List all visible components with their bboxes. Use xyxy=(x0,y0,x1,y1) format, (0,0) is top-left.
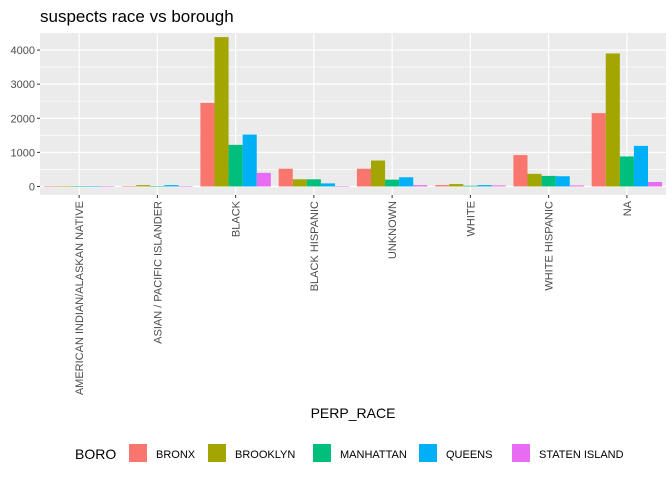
bar xyxy=(335,186,350,187)
bar xyxy=(214,37,229,187)
bar xyxy=(555,176,570,187)
bar xyxy=(57,186,73,187)
y-tick-label: 4000 xyxy=(11,45,35,57)
bar xyxy=(242,134,257,187)
legend: BORO BRONX BROOKLYN MANHATTAN QUEENS STATEN … xyxy=(75,444,624,462)
plot-panel xyxy=(40,33,666,195)
bar xyxy=(228,144,243,187)
y-axis-ticks: 0 1000 2000 3000 4000 xyxy=(11,45,40,193)
bar xyxy=(370,160,386,187)
y-tick-label: 0 xyxy=(29,181,35,193)
legend-title: BORO xyxy=(75,446,116,462)
x-axis-title: PERP_RACE xyxy=(311,405,396,421)
y-tick-label: 2000 xyxy=(11,113,35,125)
bar xyxy=(278,168,293,187)
bar xyxy=(385,179,400,187)
bar xyxy=(178,186,193,187)
bar xyxy=(43,186,58,187)
bar xyxy=(122,186,137,187)
bar xyxy=(292,179,307,187)
bar xyxy=(633,145,649,187)
bar xyxy=(320,183,336,187)
bar xyxy=(86,186,101,187)
bar xyxy=(435,185,450,187)
bar xyxy=(477,185,492,187)
bar xyxy=(306,179,321,187)
legend-label: MANHATTAN xyxy=(340,449,407,461)
legend-key xyxy=(313,444,331,462)
legend-label: QUEENS xyxy=(446,449,492,461)
chart-title: suspects race vs borough xyxy=(40,7,234,26)
grid-lines xyxy=(40,33,666,195)
bar xyxy=(100,186,115,187)
x-tick-label: WHITE HISPANIC xyxy=(544,201,556,291)
x-tick-label: AMERICAN INDIAN/ALASKAN NATIVE xyxy=(74,201,86,395)
bar xyxy=(256,172,271,187)
bar xyxy=(413,185,428,187)
x-axis-ticks: AMERICAN INDIAN/ALASKAN NATIVE ASIAN / PA… xyxy=(74,195,634,395)
x-tick-label: WHITE xyxy=(465,201,477,236)
bar xyxy=(356,168,371,187)
bar xyxy=(569,185,584,187)
bar xyxy=(136,185,151,187)
y-tick-label: 3000 xyxy=(11,79,35,91)
x-tick-label: BLACK HISPANIC xyxy=(309,201,321,291)
bar xyxy=(591,113,606,187)
bar xyxy=(541,175,556,187)
legend-key xyxy=(208,444,226,462)
bar xyxy=(648,182,663,187)
bar xyxy=(200,102,215,187)
x-tick-label: NA xyxy=(622,200,634,216)
x-tick-label: ASIAN / PACIFIC ISLANDER xyxy=(152,201,164,344)
bar xyxy=(491,185,506,187)
legend-key xyxy=(512,444,530,462)
bar xyxy=(150,186,165,187)
legend-label: STATEN ISLAND xyxy=(539,449,624,461)
bar xyxy=(399,177,414,187)
bar xyxy=(164,185,179,187)
x-tick-label: BLACK xyxy=(231,200,243,237)
legend-label: BROOKLYN xyxy=(235,449,295,461)
bar xyxy=(513,155,528,187)
bar xyxy=(619,156,634,187)
legend-key xyxy=(419,444,437,462)
bars xyxy=(43,37,663,187)
legend-key xyxy=(129,444,147,462)
bar xyxy=(463,185,478,187)
bar xyxy=(449,184,464,187)
x-tick-label: UNKNOWN xyxy=(387,201,399,259)
bar xyxy=(72,186,87,187)
bar xyxy=(527,173,542,187)
legend-label: BRONX xyxy=(156,449,196,461)
y-tick-label: 1000 xyxy=(11,147,35,159)
bar xyxy=(605,53,620,187)
